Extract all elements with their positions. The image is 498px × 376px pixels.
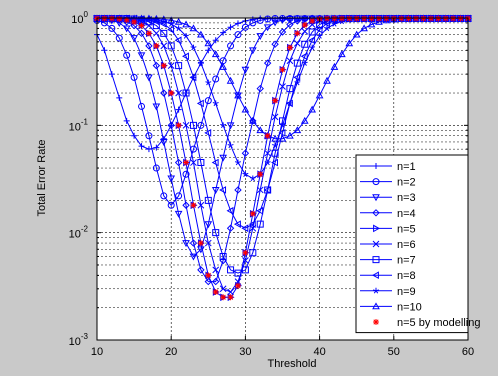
data-point: [287, 45, 293, 51]
legend-label: n=6: [397, 239, 416, 251]
data-point: [294, 30, 300, 36]
y-tick-exponent: -1: [81, 117, 89, 126]
legend-label: n=5 by modelling: [397, 317, 480, 329]
x-tick-label: 60: [462, 346, 474, 358]
data-point: [205, 272, 211, 278]
y-tick-exponent: -2: [81, 225, 89, 234]
data-point: [280, 67, 286, 73]
x-axis-label: Threshold: [268, 358, 317, 370]
data-point: [213, 289, 219, 295]
data-point: [183, 160, 189, 166]
data-point: [161, 63, 167, 69]
data-point: [176, 122, 182, 128]
legend-label: n=3: [397, 192, 416, 204]
legend-label: n=7: [397, 255, 416, 267]
data-point: [139, 23, 145, 29]
y-tick-base: 10: [69, 229, 81, 241]
data-point: [272, 98, 278, 104]
legend-label: n=5: [397, 223, 416, 235]
y-axis-label: Total Error Rate: [36, 139, 48, 216]
data-point: [146, 30, 152, 36]
legend-label: n=1: [397, 161, 416, 173]
data-point: [309, 18, 315, 24]
data-point: [250, 211, 256, 217]
data-point: [116, 16, 122, 22]
data-point: [265, 133, 271, 139]
data-point: [257, 171, 263, 177]
x-tick-label: 40: [313, 346, 325, 358]
x-tick-label: 10: [91, 346, 103, 358]
data-point: [198, 240, 204, 246]
x-tick-label: 20: [165, 346, 177, 358]
legend-label: n=2: [397, 177, 416, 189]
y-tick-base: 10: [69, 336, 81, 348]
legend: n=1 n=2 n=3 n=4 n=5 n=6 n=7 n=8 n=9 n=10 n=5 by mo…: [356, 155, 480, 333]
data-point: [220, 294, 226, 300]
legend-marker: [373, 319, 379, 325]
legend-label: n=4: [397, 208, 416, 220]
y-tick-exponent: -3: [81, 332, 89, 341]
data-point: [228, 294, 234, 300]
data-point: [190, 202, 196, 208]
y-tick-base: 10: [71, 14, 83, 26]
y-tick-base: 10: [69, 121, 81, 133]
data-point: [242, 250, 248, 256]
data-point: [131, 19, 137, 25]
data-point: [302, 22, 308, 28]
data-point: [168, 90, 174, 96]
legend-label: n=9: [397, 286, 416, 298]
y-tick-exponent: 0: [84, 10, 89, 19]
data-point: [153, 43, 159, 49]
legend-label: n=8: [397, 270, 416, 282]
x-tick-label: 30: [239, 346, 251, 358]
x-tick-label: 50: [388, 346, 400, 358]
data-point: [235, 283, 241, 289]
legend-label: n=10: [397, 301, 422, 313]
